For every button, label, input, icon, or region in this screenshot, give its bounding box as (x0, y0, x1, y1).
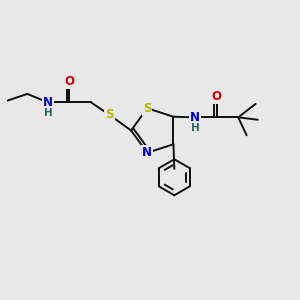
Text: O: O (212, 90, 222, 103)
Text: O: O (64, 75, 74, 88)
Text: H: H (191, 123, 200, 133)
Text: N: N (142, 146, 152, 159)
Text: N: N (43, 96, 53, 109)
Text: N: N (190, 111, 200, 124)
Text: S: S (143, 102, 152, 115)
Text: H: H (44, 108, 53, 118)
Text: S: S (105, 108, 114, 122)
